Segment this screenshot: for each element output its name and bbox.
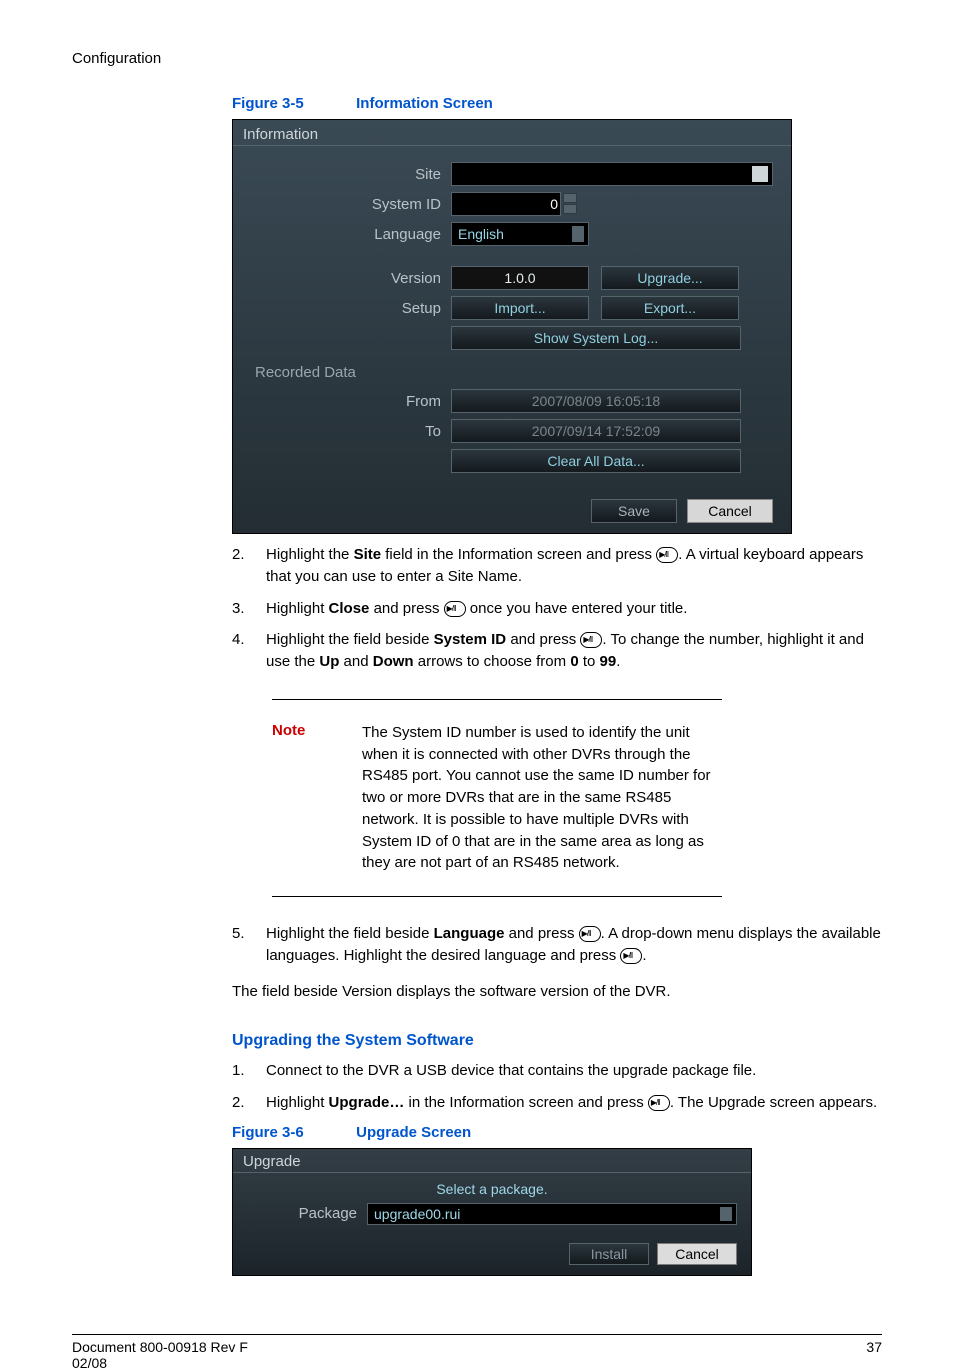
information-window: Information Site System ID 0 Language En… xyxy=(232,119,792,534)
note-text: The System ID number is used to identify… xyxy=(362,722,722,874)
from-label: From xyxy=(251,393,451,410)
steps-list-a: Highlight the Site field in the Informat… xyxy=(232,544,882,673)
version-value: 1.0.0 xyxy=(451,266,589,290)
figure-caption-2: Figure 3-6 Upgrade Screen xyxy=(232,1124,882,1142)
package-label: Package xyxy=(247,1205,357,1222)
recorded-data-section: Recorded Data xyxy=(251,356,773,383)
package-dropdown[interactable]: upgrade00.rui xyxy=(367,1203,737,1225)
figure-caption-1: Figure 3-5 Information Screen xyxy=(232,95,882,113)
figure-title: Information Screen xyxy=(356,95,493,112)
system-id-input[interactable]: 0 xyxy=(451,192,561,216)
list-item: Highlight the field beside System ID and… xyxy=(232,629,882,673)
chevron-down-icon xyxy=(572,226,584,242)
figure-number: Figure 3-5 xyxy=(232,95,304,112)
to-label: To xyxy=(251,423,451,440)
window-title: Information xyxy=(233,120,791,146)
system-id-stepper[interactable] xyxy=(563,192,577,214)
list-item: Highlight Close and press once you have … xyxy=(232,598,882,620)
save-button[interactable]: Save xyxy=(591,499,677,523)
export-button[interactable]: Export... xyxy=(601,296,739,320)
list-item: Highlight the field beside Language and … xyxy=(232,923,882,967)
doc-date: 02/08 xyxy=(72,1355,248,1371)
section-header: Configuration xyxy=(72,50,882,67)
system-id-label: System ID xyxy=(251,196,451,213)
clear-all-data-button[interactable]: Clear All Data... xyxy=(451,449,741,473)
figure-number: Figure 3-6 xyxy=(232,1124,304,1141)
steps-list-c: Connect to the DVR a USB device that con… xyxy=(232,1060,882,1114)
document-footer: Document 800-00918 Rev F 02/08 37 xyxy=(72,1334,882,1371)
setup-label: Setup xyxy=(251,300,451,317)
figure-title: Upgrade Screen xyxy=(356,1124,471,1141)
language-label: Language xyxy=(251,226,451,243)
doc-id: Document 800-00918 Rev F xyxy=(72,1339,248,1355)
paragraph: The field beside Version displays the so… xyxy=(232,981,882,1003)
cancel-button[interactable]: Cancel xyxy=(657,1243,737,1265)
install-button[interactable]: Install xyxy=(569,1243,649,1265)
page-number: 37 xyxy=(866,1339,882,1371)
window-title: Upgrade xyxy=(233,1149,751,1173)
upgrade-button[interactable]: Upgrade... xyxy=(601,266,739,290)
list-item: Connect to the DVR a USB device that con… xyxy=(232,1060,882,1082)
note-label: Note xyxy=(272,722,362,874)
from-value: 2007/08/09 16:05:18 xyxy=(451,389,741,413)
cancel-button[interactable]: Cancel xyxy=(687,499,773,523)
to-value: 2007/09/14 17:52:09 xyxy=(451,419,741,443)
version-label: Version xyxy=(251,270,451,287)
note-block: Note The System ID number is used to ide… xyxy=(272,699,722,897)
language-dropdown[interactable]: English xyxy=(451,222,589,246)
site-input[interactable] xyxy=(451,162,773,186)
site-label: Site xyxy=(251,166,451,183)
chevron-down-icon xyxy=(720,1207,732,1221)
upgrade-message: Select a package. xyxy=(247,1179,737,1203)
upgrade-window: Upgrade Select a package. Package upgrad… xyxy=(232,1148,752,1276)
keyboard-icon[interactable] xyxy=(752,166,768,182)
steps-list-b: Highlight the field beside Language and … xyxy=(232,923,882,967)
subheading: Upgrading the System Software xyxy=(232,1032,882,1050)
list-item: Highlight the Site field in the Informat… xyxy=(232,544,882,588)
show-system-log-button[interactable]: Show System Log... xyxy=(451,326,741,350)
list-item: Highlight Upgrade… in the Information sc… xyxy=(232,1092,882,1114)
import-button[interactable]: Import... xyxy=(451,296,589,320)
